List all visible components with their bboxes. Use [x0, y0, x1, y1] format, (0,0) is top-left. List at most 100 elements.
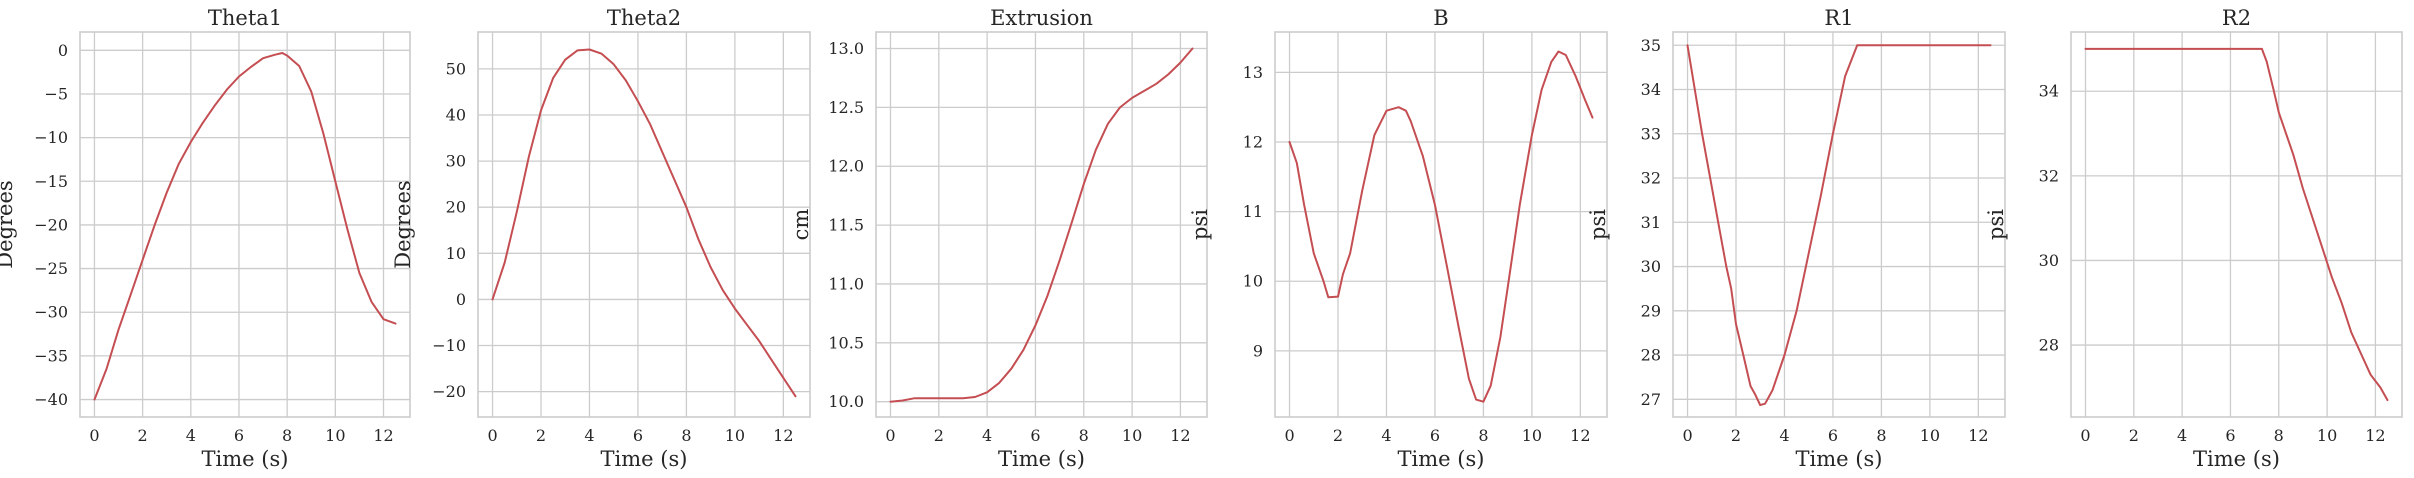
x-tick-label: 8 [282, 426, 292, 445]
chart-title: R1 [1824, 6, 1853, 30]
y-tick-label: 30 [446, 152, 466, 171]
chart-title: Theta2 [607, 6, 681, 30]
x-tick-label: 0 [1284, 426, 1294, 445]
x-tick-label: 2 [2129, 426, 2139, 445]
x-tick-label: 4 [982, 426, 992, 445]
x-tick-label: 10 [725, 426, 745, 445]
x-tick-label: 0 [89, 426, 99, 445]
y-tick-label: 50 [446, 59, 466, 78]
x-tick-label: 6 [234, 426, 244, 445]
y-tick-label: 0 [58, 41, 68, 60]
x-tick-label: 10 [1122, 426, 1142, 445]
plot-area [1672, 31, 2006, 418]
y-tick-label: −10 [432, 336, 466, 355]
x-tick-label: 6 [1828, 426, 1838, 445]
series-line [889, 47, 1194, 403]
y-tick-label: −20 [34, 215, 68, 234]
series-line [1686, 44, 1992, 407]
x-tick-label: 4 [1381, 426, 1391, 445]
y-tick-label: 13.0 [828, 39, 864, 58]
y-tick-label: 13 [1243, 63, 1263, 82]
x-tick-label: 6 [1430, 426, 1440, 445]
y-tick-label: 28 [1641, 346, 1661, 365]
y-tick-label: 31 [1641, 213, 1661, 232]
plot-area [2070, 31, 2403, 418]
x-tick-label: 0 [487, 426, 497, 445]
y-tick-label: 30 [2039, 251, 2059, 270]
x-tick-label: 6 [2225, 426, 2235, 445]
y-tick-label: −35 [34, 346, 68, 365]
y-tick-label: 34 [1641, 80, 1661, 99]
y-tick-label: 10 [1243, 272, 1263, 291]
chart-title: R2 [2222, 6, 2251, 30]
series-line [491, 48, 797, 398]
x-tick-label: 0 [2080, 426, 2090, 445]
y-tick-label: −25 [34, 259, 68, 278]
plot-area [477, 31, 811, 418]
x-tick-label: 12 [373, 426, 393, 445]
x-tick-label: 0 [885, 426, 895, 445]
y-tick-label: 11 [1243, 202, 1263, 221]
x-axis-label: Time (s) [2193, 447, 2280, 471]
x-tick-label: 2 [1333, 426, 1343, 445]
x-tick-label: 6 [1030, 426, 1040, 445]
y-axis-label: Degrees [391, 180, 415, 268]
y-tick-label: 11.0 [828, 274, 864, 293]
x-tick-label: 2 [536, 426, 546, 445]
x-tick-label: 12 [1570, 426, 1590, 445]
x-tick-label: 8 [681, 426, 691, 445]
x-tick-label: 2 [138, 426, 148, 445]
y-axis-label: cm [789, 209, 813, 241]
y-tick-label: 10 [446, 244, 466, 263]
x-tick-label: 12 [1170, 426, 1190, 445]
x-tick-label: 8 [1079, 426, 1089, 445]
x-axis-label: Time (s) [601, 447, 688, 471]
y-tick-label: −15 [34, 172, 68, 191]
x-tick-label: 2 [1731, 426, 1741, 445]
x-tick-label: 8 [1876, 426, 1886, 445]
x-tick-label: 8 [1478, 426, 1488, 445]
y-tick-label: 32 [2039, 166, 2059, 185]
y-tick-label: 27 [1641, 390, 1661, 409]
y-axis-label: psi [1984, 209, 2008, 240]
series-line [2084, 47, 2389, 402]
y-tick-label: 29 [1641, 301, 1661, 320]
x-tick-label: 2 [934, 426, 944, 445]
x-tick-label: 4 [1779, 426, 1789, 445]
y-tick-label: 35 [1641, 36, 1661, 55]
x-axis-label: Time (s) [202, 447, 289, 471]
x-tick-label: 8 [2274, 426, 2284, 445]
series-line [1288, 50, 1594, 403]
y-axis-label: psi [1586, 209, 1610, 240]
x-tick-label: 4 [186, 426, 196, 445]
y-axis-label: Degrees [0, 180, 17, 268]
y-tick-label: 34 [2039, 82, 2059, 101]
x-tick-label: 0 [1682, 426, 1692, 445]
chart-title: Extrusion [990, 6, 1093, 30]
y-tick-label: −10 [34, 128, 68, 147]
series-line [93, 52, 397, 401]
y-tick-label: 11.5 [828, 216, 864, 235]
x-tick-label: 10 [1920, 426, 1940, 445]
y-tick-label: 0 [456, 290, 466, 309]
x-tick-label: 12 [773, 426, 793, 445]
x-tick-label: 10 [325, 426, 345, 445]
chart-title: B [1433, 6, 1448, 30]
y-tick-label: −20 [432, 382, 466, 401]
plot-area [1274, 31, 1608, 418]
y-tick-label: 10.0 [828, 392, 864, 411]
y-tick-label: −30 [34, 303, 68, 322]
y-tick-label: 32 [1641, 169, 1661, 188]
y-tick-label: −5 [44, 84, 68, 103]
y-tick-label: 12.5 [828, 98, 864, 117]
y-tick-label: 20 [446, 198, 466, 217]
y-tick-label: 33 [1641, 124, 1661, 143]
y-tick-label: 10.5 [828, 333, 864, 352]
y-tick-label: 40 [446, 105, 466, 124]
x-axis-label: Time (s) [1398, 447, 1485, 471]
y-tick-label: 12 [1243, 133, 1263, 152]
chart-title: Theta1 [208, 6, 282, 30]
x-axis-label: Time (s) [998, 447, 1085, 471]
y-tick-label: 28 [2039, 336, 2059, 355]
